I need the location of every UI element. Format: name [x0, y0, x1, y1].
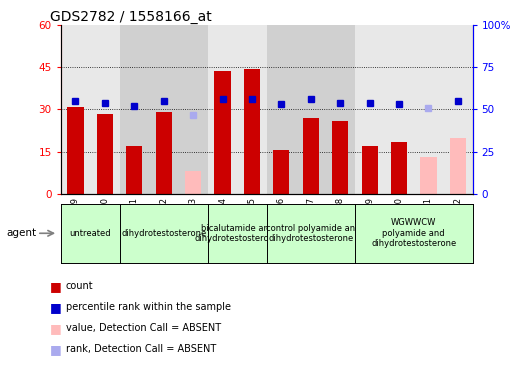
Bar	[68, 107, 83, 194]
Text: percentile rank within the sample: percentile rank within the sample	[66, 302, 231, 312]
Text: value, Detection Call = ABSENT: value, Detection Call = ABSENT	[66, 323, 221, 333]
Text: ■: ■	[50, 280, 62, 293]
Bar	[274, 150, 289, 194]
Bar	[391, 142, 407, 194]
Bar	[355, 25, 473, 194]
Text: bicalutamide and
dihydrotestosterone: bicalutamide and dihydrotestosterone	[195, 223, 280, 243]
Bar	[267, 25, 355, 194]
Bar	[126, 146, 143, 194]
Bar	[208, 25, 267, 194]
Text: ■: ■	[50, 322, 62, 335]
Bar	[420, 157, 437, 194]
Text: dihydrotestosterone: dihydrotestosterone	[121, 229, 206, 238]
Text: ■: ■	[50, 343, 62, 356]
Bar	[362, 146, 378, 194]
Text: rank, Detection Call = ABSENT: rank, Detection Call = ABSENT	[66, 344, 216, 354]
Bar	[185, 171, 201, 194]
Text: agent: agent	[6, 228, 36, 238]
Text: ■: ■	[50, 301, 62, 314]
Text: control polyamide an
dihydrotestosterone: control polyamide an dihydrotestosterone	[266, 223, 355, 243]
Bar	[450, 137, 466, 194]
Bar	[214, 71, 231, 194]
Text: untreated: untreated	[69, 229, 111, 238]
Bar	[244, 69, 260, 194]
Bar	[61, 25, 119, 194]
Bar	[332, 121, 348, 194]
Bar	[303, 118, 319, 194]
Bar	[119, 25, 208, 194]
Text: count: count	[66, 281, 93, 291]
Text: WGWWCW
polyamide and
dihydrotestosterone: WGWWCW polyamide and dihydrotestosterone	[371, 218, 456, 248]
Bar	[156, 112, 172, 194]
Text: GDS2782 / 1558166_at: GDS2782 / 1558166_at	[50, 10, 212, 23]
Bar	[97, 114, 113, 194]
